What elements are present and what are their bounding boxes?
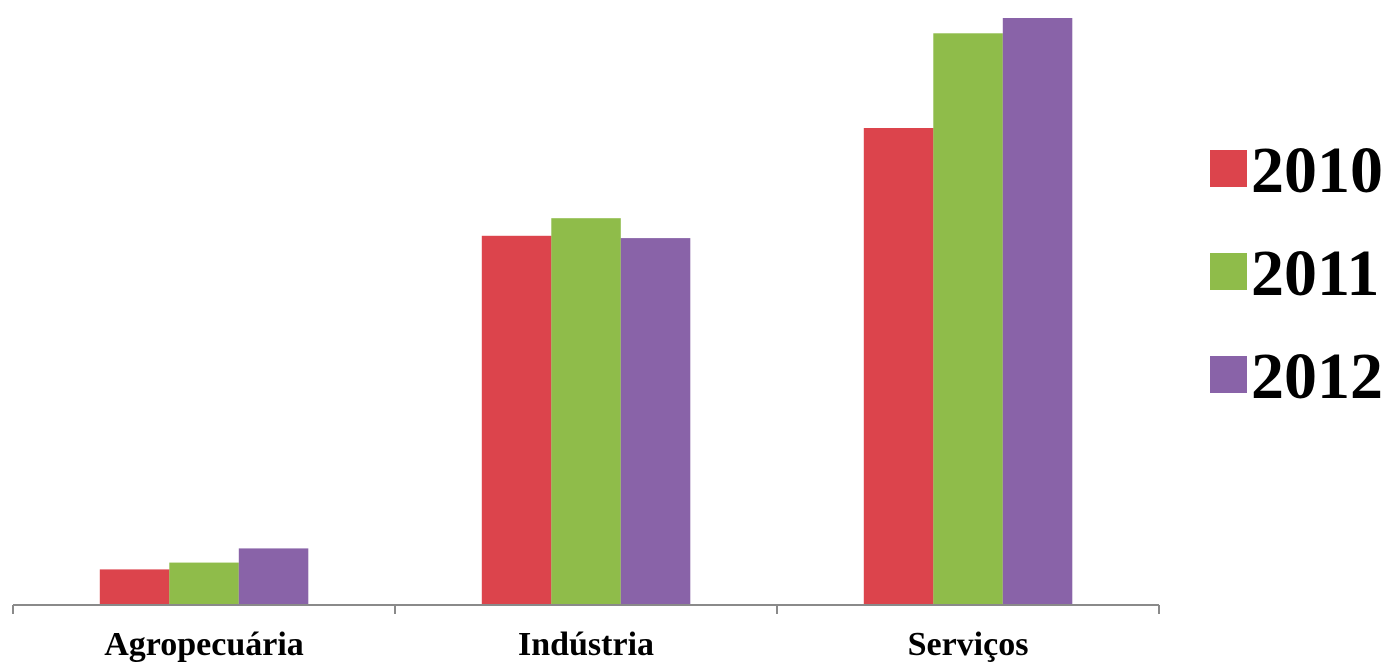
bar-2012-3: [1002, 18, 1073, 604]
bar-2011-2: [551, 218, 621, 604]
legend-swatch-2012: [1210, 356, 1247, 393]
legend-label-2011: 2011: [1251, 237, 1379, 310]
bar-2010-1: [99, 569, 170, 604]
legend-label-2010: 2010: [1251, 134, 1383, 207]
x-axis: Agropecuária Indústria Serviços: [12, 604, 1160, 662]
bar-2012-2: [620, 238, 691, 604]
legend: 2010 2011 2012: [1210, 134, 1383, 413]
bar-2012-1: [238, 548, 309, 604]
bars-group: [99, 18, 1073, 605]
legend-label-2012: 2012: [1251, 340, 1383, 413]
legend-swatch-2011: [1210, 253, 1247, 290]
bar-2010-2: [481, 235, 552, 605]
category-label-industria: Indústria: [518, 626, 654, 662]
bar-2010-3: [863, 128, 934, 604]
bar-2011-1: [169, 562, 239, 604]
legend-swatch-2010: [1210, 150, 1247, 187]
bar-2011-3: [933, 33, 1003, 605]
category-label-agropecuaria: Agropecuária: [104, 626, 304, 662]
category-label-servicos: Serviços: [908, 626, 1029, 662]
